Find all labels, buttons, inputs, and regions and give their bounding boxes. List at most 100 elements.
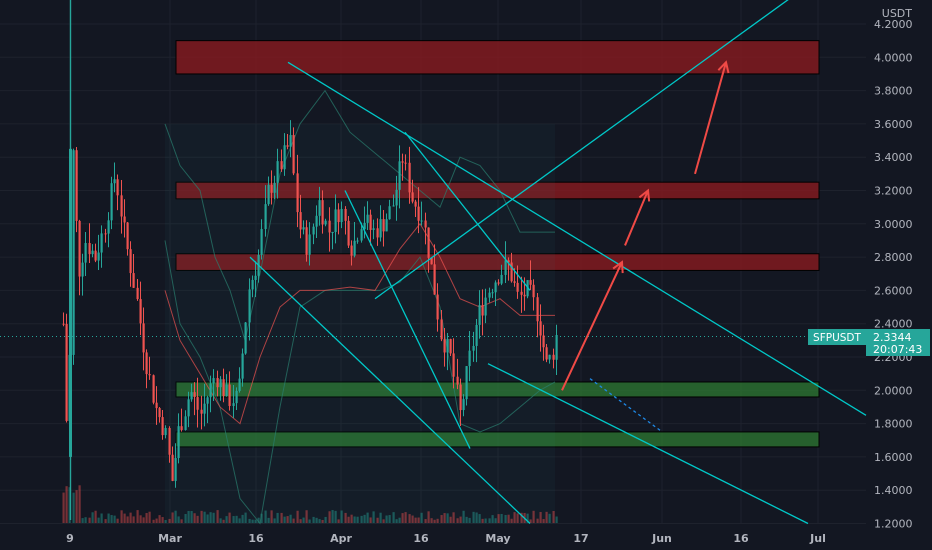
price-axis[interactable]: 4.2000 4.0000 3.8000 3.6000 3.4000 3.2000 3.00…	[874, 18, 913, 531]
candle-body	[283, 145, 286, 170]
candle-body	[142, 323, 145, 353]
volume-bar	[193, 513, 196, 523]
candle-body	[123, 216, 126, 223]
candle-body	[113, 179, 116, 184]
candle-body	[481, 305, 484, 316]
candle-body	[286, 145, 289, 147]
volume-bar	[347, 516, 350, 523]
candle-body	[363, 222, 366, 230]
volume-bar	[136, 510, 139, 523]
candle-body	[235, 390, 238, 404]
x-tick-label: May	[485, 532, 510, 545]
volume-bar	[417, 517, 420, 523]
volume-bar	[382, 519, 385, 523]
volume-bar	[510, 518, 513, 523]
candle-body	[510, 262, 513, 282]
volume-bar	[203, 511, 206, 523]
countdown-label: 20:07:43	[873, 343, 922, 356]
candle-body	[404, 162, 407, 164]
candle-body	[436, 294, 439, 320]
candle-body	[542, 335, 545, 348]
candle-body	[340, 208, 343, 223]
candle-body	[260, 229, 263, 255]
candle-body	[443, 339, 446, 353]
volume-bar	[468, 517, 471, 523]
candle-body	[280, 161, 283, 170]
projection-dotted-line	[589, 378, 661, 431]
volume-bar	[267, 517, 270, 523]
volume-bar	[312, 516, 315, 523]
volume-bar	[68, 487, 71, 523]
volume-bar	[72, 492, 75, 523]
volume-bar	[88, 517, 91, 523]
y-tick-label: 2.4000	[874, 318, 913, 331]
candle-body	[555, 335, 558, 360]
volume-bar	[356, 516, 359, 523]
volume-bar	[385, 515, 388, 523]
volume-bar	[289, 514, 292, 523]
volume-bar	[404, 512, 407, 523]
x-tick-label: Jun	[651, 532, 672, 545]
candle-body	[424, 220, 427, 228]
candle-body	[289, 135, 292, 147]
support-zone	[175, 431, 820, 448]
candle-body	[388, 206, 391, 220]
candle-body	[315, 215, 318, 227]
candle-body	[504, 260, 507, 275]
candle-body	[446, 339, 449, 353]
candle-body	[164, 428, 167, 436]
volume-bar	[449, 516, 452, 523]
volume-bar	[209, 512, 212, 523]
candle-body	[417, 206, 420, 221]
resistance-zone	[175, 253, 820, 271]
candle-body	[116, 179, 119, 196]
time-axis[interactable]: 9 Mar 16 Apr 16 May 17 Jun 16 Jul	[66, 532, 826, 545]
volume-bar	[363, 514, 366, 523]
volume-bar	[244, 512, 247, 523]
y-tick-label: 1.6000	[874, 451, 913, 464]
volume-bar	[174, 510, 177, 523]
volume-bar	[139, 515, 142, 523]
candle-body	[161, 417, 164, 436]
candle-body	[484, 297, 487, 316]
candle-body	[129, 249, 132, 274]
candle-body	[65, 323, 68, 421]
volume-bar	[225, 516, 228, 523]
volume-bar	[299, 519, 302, 523]
y-tick-label: 3.6000	[874, 118, 913, 131]
volume-bar	[414, 517, 417, 523]
candle-body	[228, 384, 231, 406]
candle-body	[475, 324, 478, 346]
zones	[165, 40, 820, 524]
volume-bar	[270, 510, 273, 523]
volume-bar	[75, 490, 78, 523]
x-tick-label: Jul	[809, 532, 826, 545]
volume-bar	[177, 516, 180, 523]
y-tick-label: 2.0000	[874, 384, 913, 397]
arrow-head	[612, 260, 624, 274]
volume-bar	[100, 513, 103, 523]
volume-bar	[171, 512, 174, 523]
candle-body	[78, 220, 81, 277]
upper-band	[164, 89, 555, 343]
volume-bar	[286, 516, 289, 523]
volume-bar	[235, 515, 238, 523]
volume-bar	[484, 518, 487, 523]
candle-body	[244, 322, 247, 354]
candle-body	[513, 281, 516, 283]
candle-body	[353, 240, 356, 256]
volume-bar	[152, 519, 155, 523]
y-tick-label: 2.8000	[874, 251, 913, 264]
volume-bar	[532, 510, 535, 523]
candle-body	[350, 245, 353, 256]
volume-bar	[494, 518, 497, 523]
candle-body	[411, 192, 414, 202]
candle-body	[148, 374, 151, 376]
candle-body	[254, 275, 257, 280]
candle-body	[452, 353, 455, 377]
volume-bar	[62, 492, 65, 523]
volume-bar	[283, 516, 286, 523]
volume-bar	[187, 510, 190, 523]
candle-body	[94, 250, 97, 261]
